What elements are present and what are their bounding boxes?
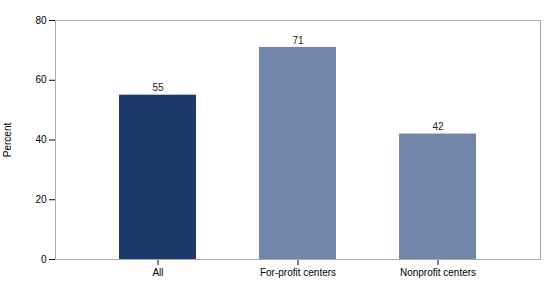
svg-text:71: 71: [292, 35, 304, 46]
svg-text:20: 20: [35, 194, 47, 205]
svg-text:80: 80: [35, 15, 47, 26]
svg-text:0: 0: [41, 254, 47, 265]
svg-text:All: All: [152, 267, 163, 278]
svg-text:42: 42: [432, 121, 444, 132]
svg-text:Percent: Percent: [2, 123, 13, 158]
svg-text:40: 40: [35, 134, 47, 145]
svg-text:55: 55: [152, 82, 164, 93]
svg-text:Nonprofit centers: Nonprofit centers: [400, 267, 476, 278]
svg-text:For-profit centers: For-profit centers: [260, 267, 336, 278]
svg-text:60: 60: [35, 74, 47, 85]
